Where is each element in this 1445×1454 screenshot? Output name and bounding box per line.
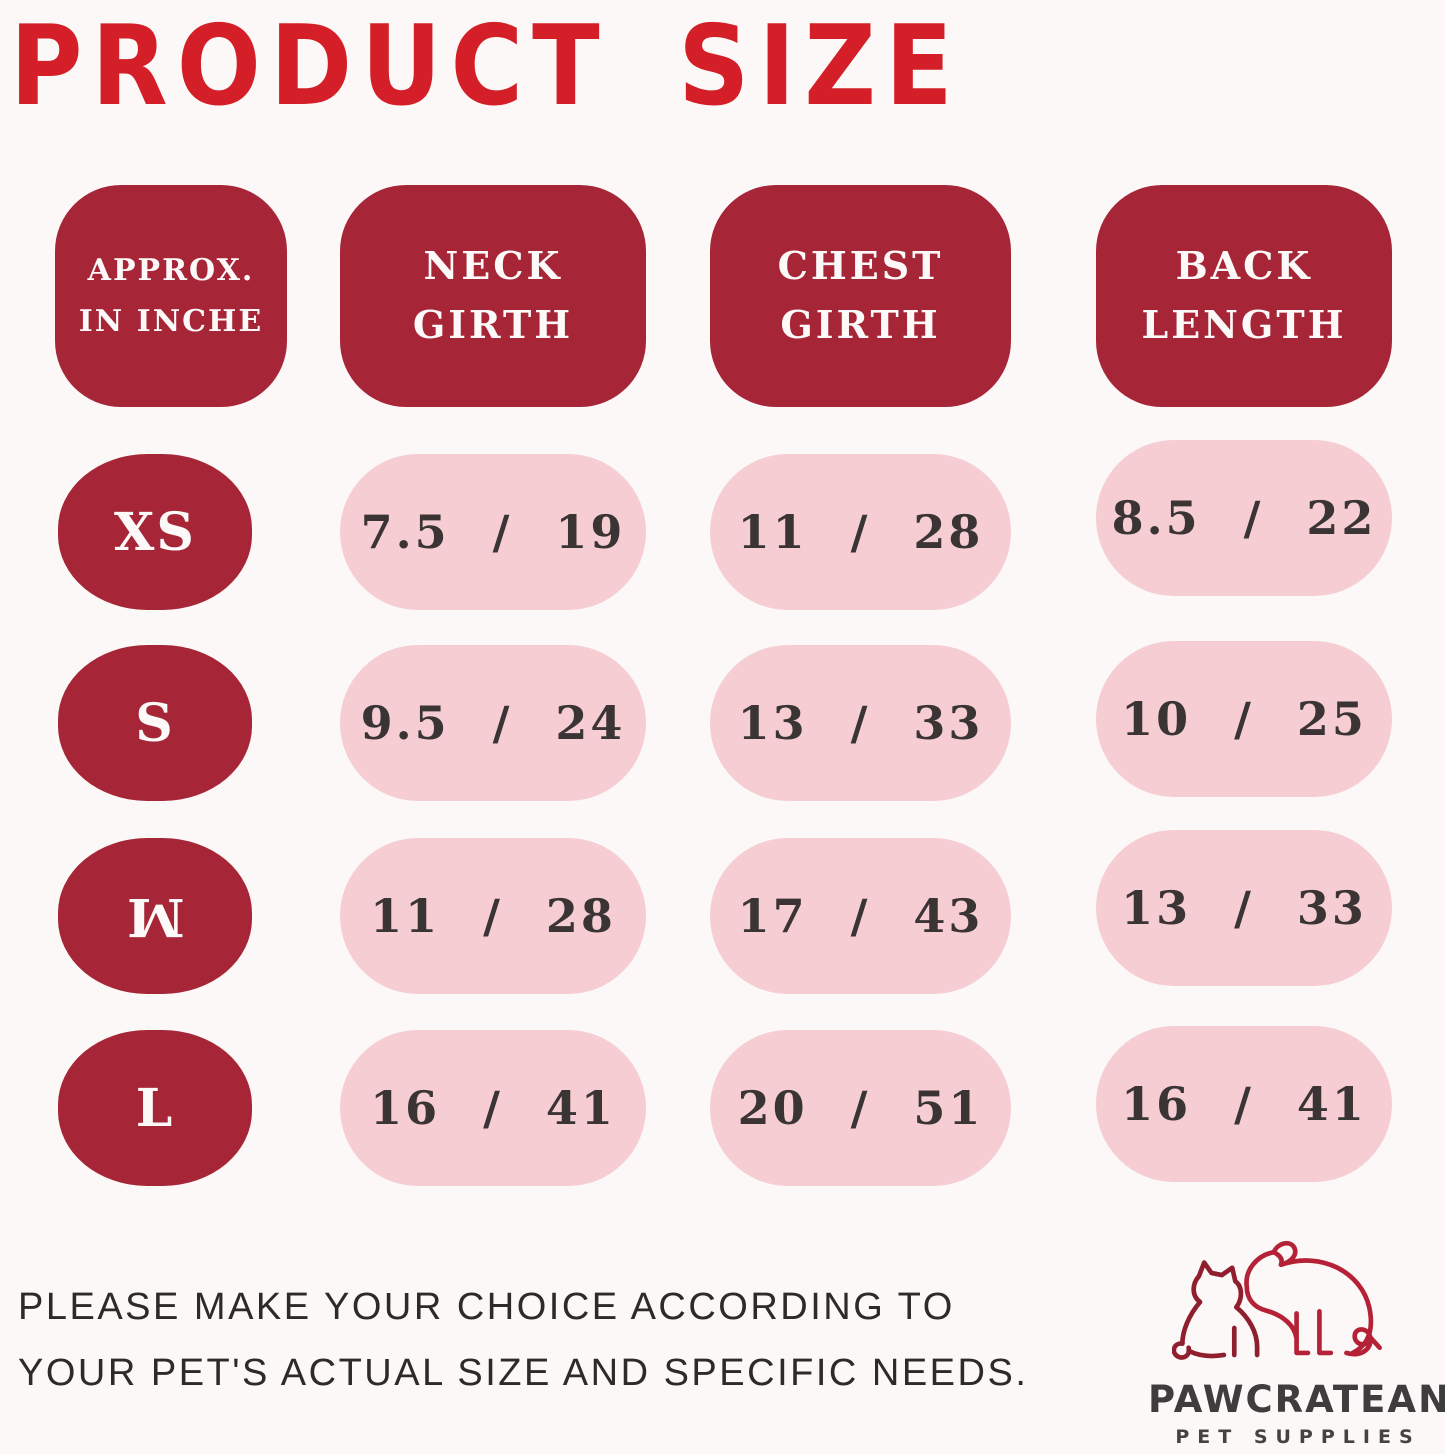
footer-note-line1: PLEASE MAKE YOUR CHOICE ACCORDING TO (18, 1286, 955, 1328)
cat-line-art (1172, 1260, 1260, 1360)
header-back-length: BACK LENGTH (1096, 185, 1392, 407)
header-line: NECK (423, 243, 563, 289)
dog-line-art (1244, 1240, 1382, 1357)
brand-name: PAWCRATEAN (1148, 1378, 1445, 1421)
size-text: M (125, 885, 185, 947)
header-line: IN INCHE (78, 304, 264, 339)
brand-tagline: PET SUPPLIES (1175, 1426, 1421, 1448)
cell-l-neck-girth: 16 / 41 (340, 1030, 646, 1186)
header-line: LENGTH (1141, 302, 1347, 347)
cell-xs-back-length: 8.5 / 22 (1096, 440, 1392, 596)
header-neck-girth: NECK GIRTH (340, 185, 646, 407)
header-line: APPROX. (87, 253, 255, 288)
page-title: PRODUCT SIZE (10, 2, 962, 131)
cell-m-back-length: 13 / 33 (1096, 830, 1392, 986)
cell-xs-chest-girth: 11 / 28 (710, 454, 1011, 610)
header-line: BACK (1175, 243, 1313, 289)
cell-m-neck-girth: 11 / 28 (340, 838, 646, 994)
size-text: L (135, 1077, 175, 1139)
size-text: S (135, 692, 175, 754)
header-line: CHEST (777, 243, 944, 289)
size-label-m: M (58, 838, 252, 994)
header-line: GIRTH (412, 302, 574, 347)
size-label-xs: XS (58, 454, 252, 610)
dog-and-cat-logo-icon (1172, 1240, 1382, 1360)
cell-s-chest-girth: 13 / 33 (710, 645, 1011, 801)
size-text: XS (114, 501, 196, 563)
size-label-l: L (58, 1030, 252, 1186)
cell-xs-neck-girth: 7.5 / 19 (340, 454, 646, 610)
footer-note-line2: YOUR PET'S ACTUAL SIZE AND SPECIFIC NEED… (18, 1352, 1029, 1394)
cell-s-neck-girth: 9.5 / 24 (340, 645, 646, 801)
cell-l-back-length: 16 / 41 (1096, 1026, 1392, 1182)
cell-m-chest-girth: 17 / 43 (710, 838, 1011, 994)
header-line: GIRTH (780, 302, 941, 347)
cell-s-back-length: 10 / 25 (1096, 641, 1392, 797)
cell-l-chest-girth: 20 / 51 (710, 1030, 1011, 1186)
header-chest-girth: CHEST GIRTH (710, 185, 1011, 407)
header-approx-in-inche: APPROX. IN INCHE (55, 185, 287, 407)
size-label-s: S (58, 645, 252, 801)
